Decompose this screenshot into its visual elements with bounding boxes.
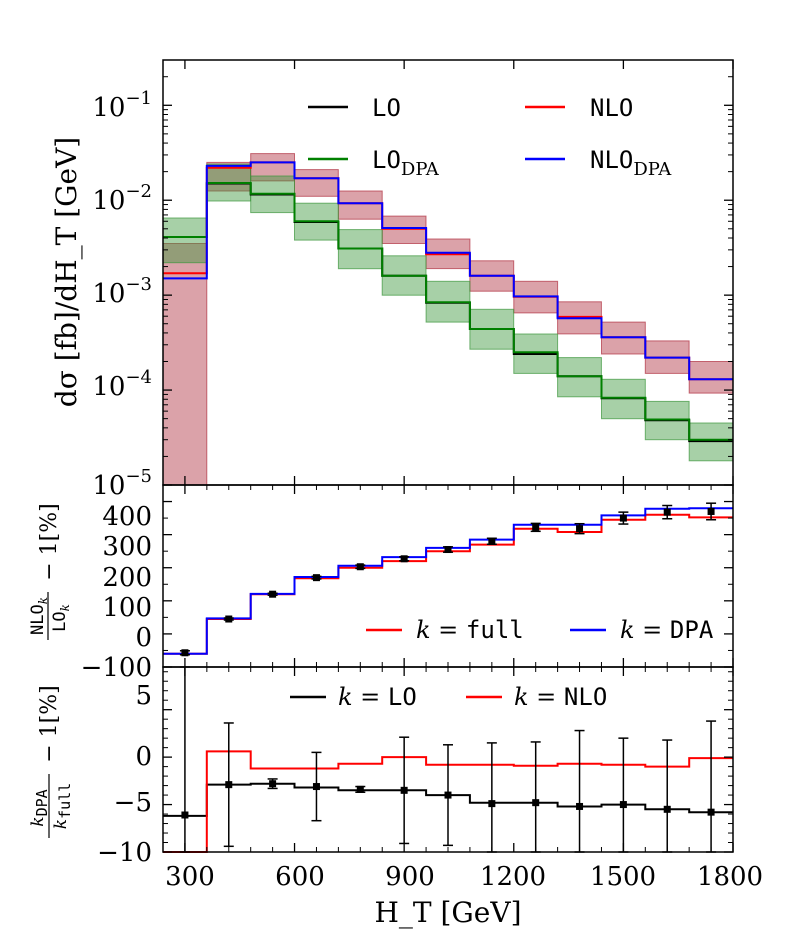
ratio-k-markers [179,502,717,657]
xtick-label: 1200 [480,862,546,892]
ratio-dpa-data-point [225,781,233,789]
ratio-dpa-data-point [707,808,715,816]
svg-text:10−4: 10−4 [92,367,152,402]
xtick-label: 900 [385,862,435,892]
main-ytick-label: 10−5 [92,466,152,501]
ratio-k-ytick-label: 100 [102,593,152,623]
ratio-k-data-point [225,615,233,623]
ratio-k-data-point [356,563,364,571]
ratio-dpa-markers [179,666,717,853]
legend-label-lo-dpa: LODPA [372,146,440,180]
ratio-k-ytick-label: 300 [102,532,152,562]
ratio-dpa-ytick-label: −10 [97,838,152,868]
ratio-k-ytick-label: 400 [102,502,152,532]
ratio-dpa-data-point [619,801,627,809]
main-lines [163,161,733,443]
ratio-k-data-point [619,514,627,522]
svg-text:kfull: kfull [51,783,74,829]
svg-text:10−2: 10−2 [92,181,152,216]
ratio-k-legend: k = full k = DPA [366,616,714,644]
main-ytick-label: 10−2 [92,181,152,216]
ratio-k-ytick-label: 0 [135,623,152,653]
main-ytick-label: 10−4 [92,367,152,402]
legend-label-k-dpa: k = DPA [620,616,714,644]
ratio-dpa-data-point [532,799,540,807]
legend-label-k-nlo: k = NLO [514,683,607,711]
ratio-k-ytick-label: 200 [102,563,152,593]
legend-label-k-lo: k = LO [338,683,417,711]
ratio-k-ylabel: NLOk LOk − 1[%] [28,503,72,640]
ratio-dpa-legend: k = LO k = NLO [290,683,607,711]
ratio-dpa-data-point [576,802,584,810]
ratio-k-data-point [400,555,408,563]
main-ylabel: dσ [fb]/dH_T [GeV] [50,137,83,407]
x-axis-title: H_T [GeV] [375,896,522,929]
series-line-lo-dpa [163,182,733,441]
scale-band-bin [162,217,208,264]
ratio-dpa-ticks [163,667,734,853]
main-ytick-label: 10−3 [92,274,152,309]
ratio-dpa-ytick-label: 0 [135,742,152,772]
main-panel: 10−1 10−2 10−3 10−4 10−5 dσ [fb]/dH_T [G… [50,59,734,501]
xtick-label: 600 [275,862,325,892]
ratio-dpa-panel: 5 0 −5 −10 kDPA kfull − 1[%] k = LO k = … [28,666,763,929]
ratio-k-data-point [707,507,715,515]
ratio-dpa-data-point [444,791,452,799]
svg-text:10−5: 10−5 [92,466,152,501]
ratio-dpa-data-point [269,780,277,788]
svg-text:− 1[%]: − 1[%] [37,685,62,763]
svg-text:kDPA: kDPA [28,789,51,826]
ratio-k-series-line [163,507,733,655]
ratio-dpa-data-point [663,805,671,813]
ratio-dpa-data-point [400,786,408,794]
ratio-dpa-data-point [312,783,320,791]
ratio-k-data-point [663,508,671,516]
legend-label-nlo: NLO [590,94,633,122]
xtick-label: 300 [165,862,215,892]
main-ytick-label: 10−1 [92,88,152,123]
ratio-k-data-point [488,537,496,545]
svg-text:10−1: 10−1 [92,88,152,123]
series-line-nlo-dpa [163,161,733,381]
ratio-dpa-data-point [356,785,364,793]
svg-text:10−3: 10−3 [92,274,152,309]
legend-label-k-full: k = full [416,616,524,644]
legend-label-nlo-dpa: NLODPA [590,146,672,180]
ratio-dpa-ylabel: kDPA kfull − 1[%] [28,685,74,838]
scale-band-bin [337,190,383,220]
ratio-k-panel: 400 300 200 100 0 −100 NLOk LOk − 1[%] k… [28,484,734,683]
ratio-k-data-point [532,523,540,531]
scale-band-bin [294,169,339,197]
ratio-k-data-point [181,649,189,657]
ratio-k-data-point [312,574,320,582]
ratio-dpa-ytick-label: −5 [114,788,152,818]
ratio-k-data-point [444,546,452,554]
ratio-k-ytick-label: −100 [81,653,152,683]
main-bands [162,153,734,486]
ratio-dpa-ytick-label: 5 [135,681,152,711]
scale-band-bin [162,243,208,486]
svg-text:NLOk: NLOk [28,597,50,635]
main-legend: LO NLO LODPA NLODPA [308,94,672,180]
svg-text:− 1[%]: − 1[%] [37,503,62,581]
ratio-k-data-point [576,525,584,533]
ratio-dpa-data-point [181,811,189,819]
ratio-dpa-data-point [488,800,496,808]
ratio-k-data-point [269,590,277,598]
xtick-label: 1800 [697,862,763,892]
xtick-label: 1500 [590,862,656,892]
main-ticks [163,60,734,486]
scale-band-bin [688,361,734,394]
svg-text:LOk: LOk [50,604,72,632]
legend-label-lo: LO [372,94,401,122]
